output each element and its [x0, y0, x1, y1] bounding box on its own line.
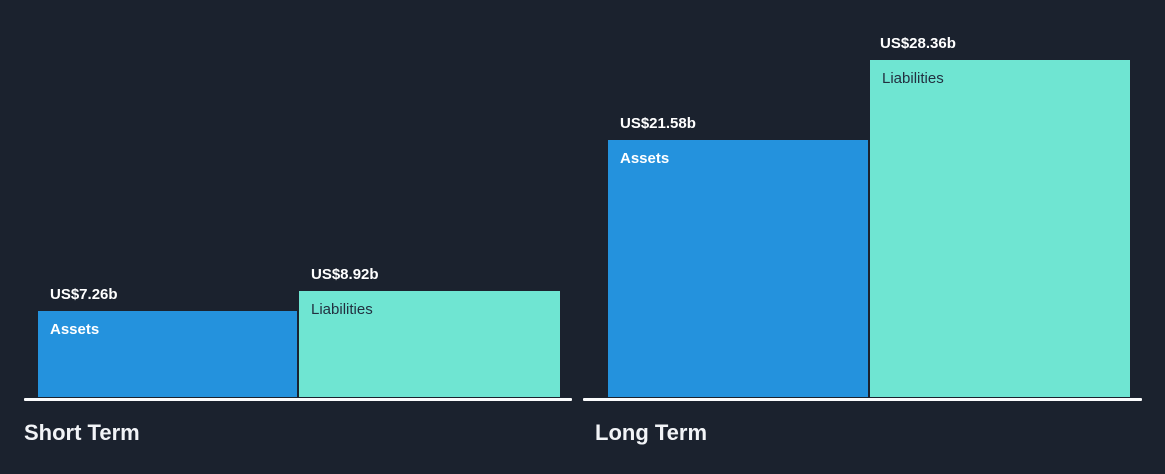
liabilities-bar-label: Liabilities [311, 301, 373, 318]
assets-bar-label: Assets [620, 150, 670, 167]
liabilities-value-label-short-term: US$8.92b [311, 266, 379, 283]
liabilities-value-label-long-term: US$28.36b [880, 35, 956, 52]
assets-value-label-long-term: US$21.58b [620, 115, 696, 132]
liabilities-bar-short-term[interactable]: Liabilities [299, 291, 560, 397]
liabilities-bar-label: Liabilities [882, 70, 944, 87]
x-axis-line-long-term [583, 398, 1142, 401]
assets-bar-long-term[interactable]: Assets [608, 140, 868, 397]
assets-bar-short-term[interactable]: Assets [38, 311, 297, 397]
chart-group-title-short-term: Short Term [24, 420, 140, 445]
assets-bar-label: Assets [50, 321, 100, 338]
liabilities-bar-long-term[interactable]: Liabilities [870, 60, 1130, 397]
x-axis-line-short-term [24, 398, 572, 401]
assets-value-label-short-term: US$7.26b [50, 286, 118, 303]
chart-group-title-long-term: Long Term [595, 420, 708, 445]
